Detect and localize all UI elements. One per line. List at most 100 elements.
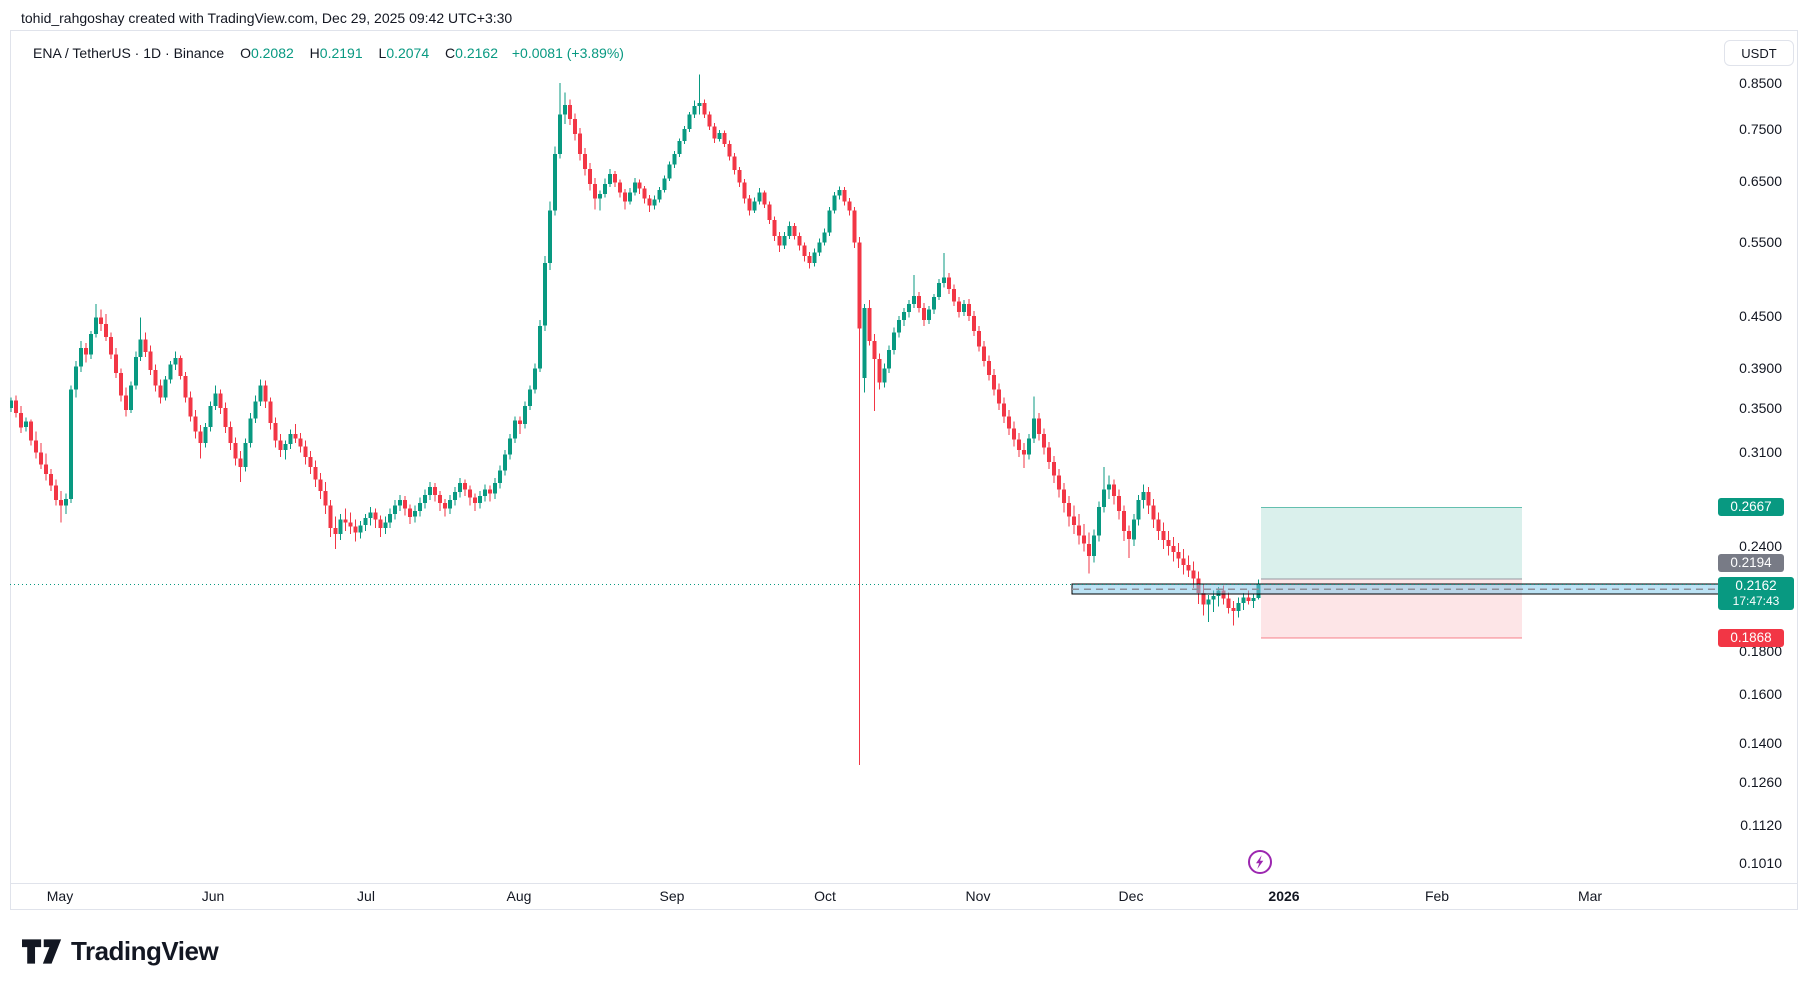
candle <box>627 188 632 205</box>
change-value: +0.0081 (+3.89%) <box>511 45 624 61</box>
candle <box>258 379 263 406</box>
candle <box>393 500 398 520</box>
candle <box>982 341 987 367</box>
candle <box>383 516 388 534</box>
time-tick-label: 2026 <box>1268 888 1300 904</box>
candle <box>542 256 547 331</box>
candle <box>253 395 258 423</box>
candle <box>767 201 772 225</box>
candle <box>937 278 942 300</box>
candle <box>942 253 947 288</box>
candle <box>443 498 448 517</box>
candle <box>1181 549 1186 575</box>
candle <box>1151 498 1156 529</box>
candle <box>103 314 108 342</box>
candle <box>1051 455 1056 484</box>
candle <box>343 508 348 532</box>
candle <box>887 345 892 373</box>
candle <box>1101 466 1106 513</box>
candle <box>218 389 223 415</box>
candle <box>63 493 68 514</box>
candle <box>303 440 308 465</box>
candle <box>787 221 792 240</box>
candle <box>34 431 38 459</box>
candle <box>1241 593 1246 611</box>
candle <box>213 385 218 410</box>
candle <box>463 479 468 497</box>
candle <box>223 402 228 433</box>
candle <box>308 451 313 475</box>
currency-toggle-button[interactable]: USDT <box>1724 40 1794 66</box>
candle <box>208 401 213 432</box>
candle <box>493 478 497 499</box>
current-price-badge: 0.2162 17:47:43 <box>1718 577 1794 610</box>
candle <box>88 330 93 359</box>
candle <box>827 206 832 236</box>
candle <box>78 341 83 372</box>
candle <box>128 381 133 414</box>
candle <box>448 494 453 514</box>
candle <box>498 465 502 489</box>
price-tick-label: 0.1260 <box>1739 773 1782 790</box>
price-tick-label: 0.5500 <box>1739 234 1782 251</box>
candle <box>717 129 722 142</box>
candle <box>652 195 657 210</box>
candle <box>93 303 98 338</box>
candle <box>962 299 967 316</box>
candle <box>677 138 682 158</box>
candle <box>1226 592 1231 614</box>
candle <box>727 140 732 161</box>
symbol-title[interactable]: ENA / TetherUS · 1D · Binance <box>33 45 225 61</box>
candle <box>10 397 13 413</box>
candle <box>478 490 483 509</box>
candle <box>398 494 403 512</box>
target-price-badge: 0.2667 <box>1718 498 1784 517</box>
candle <box>927 306 932 325</box>
stop-price-badge: 0.1868 <box>1718 628 1784 647</box>
time-tick-label: Jul <box>357 888 375 904</box>
lightning-event-marker[interactable] <box>1247 849 1273 880</box>
candle <box>752 197 757 213</box>
candle <box>577 127 582 161</box>
candle <box>323 481 328 514</box>
candle <box>198 425 203 459</box>
candle <box>1116 489 1121 520</box>
candle <box>48 469 53 491</box>
candle <box>657 186 662 203</box>
candle <box>987 355 991 381</box>
candle <box>1111 479 1116 505</box>
candle <box>722 130 727 147</box>
candle <box>73 360 78 398</box>
candle <box>403 496 408 516</box>
candle <box>533 363 537 394</box>
candle <box>193 410 198 439</box>
candle <box>438 490 443 512</box>
candle <box>228 421 233 450</box>
candle <box>83 342 88 363</box>
time-tick-label: May <box>46 888 74 904</box>
candle <box>777 231 782 252</box>
candle <box>622 189 627 210</box>
candle <box>817 238 822 256</box>
candle <box>1032 396 1036 443</box>
candle <box>1046 441 1051 470</box>
candle <box>43 453 48 481</box>
candle <box>353 519 358 542</box>
candle <box>772 216 777 242</box>
candle <box>757 188 762 205</box>
price-tick-label: 0.1010 <box>1739 854 1782 871</box>
candle <box>58 490 63 523</box>
tradingview-logo: TradingView <box>22 936 219 967</box>
candle <box>233 437 238 466</box>
candle <box>1231 601 1236 626</box>
candle <box>138 317 143 361</box>
candle <box>173 351 178 371</box>
candle <box>567 99 572 125</box>
candle <box>423 489 428 509</box>
candle <box>488 485 492 502</box>
candle <box>133 351 138 390</box>
candlestick-chart[interactable] <box>10 30 1798 883</box>
candle <box>647 195 652 212</box>
candle <box>917 292 922 313</box>
candle <box>24 417 28 432</box>
